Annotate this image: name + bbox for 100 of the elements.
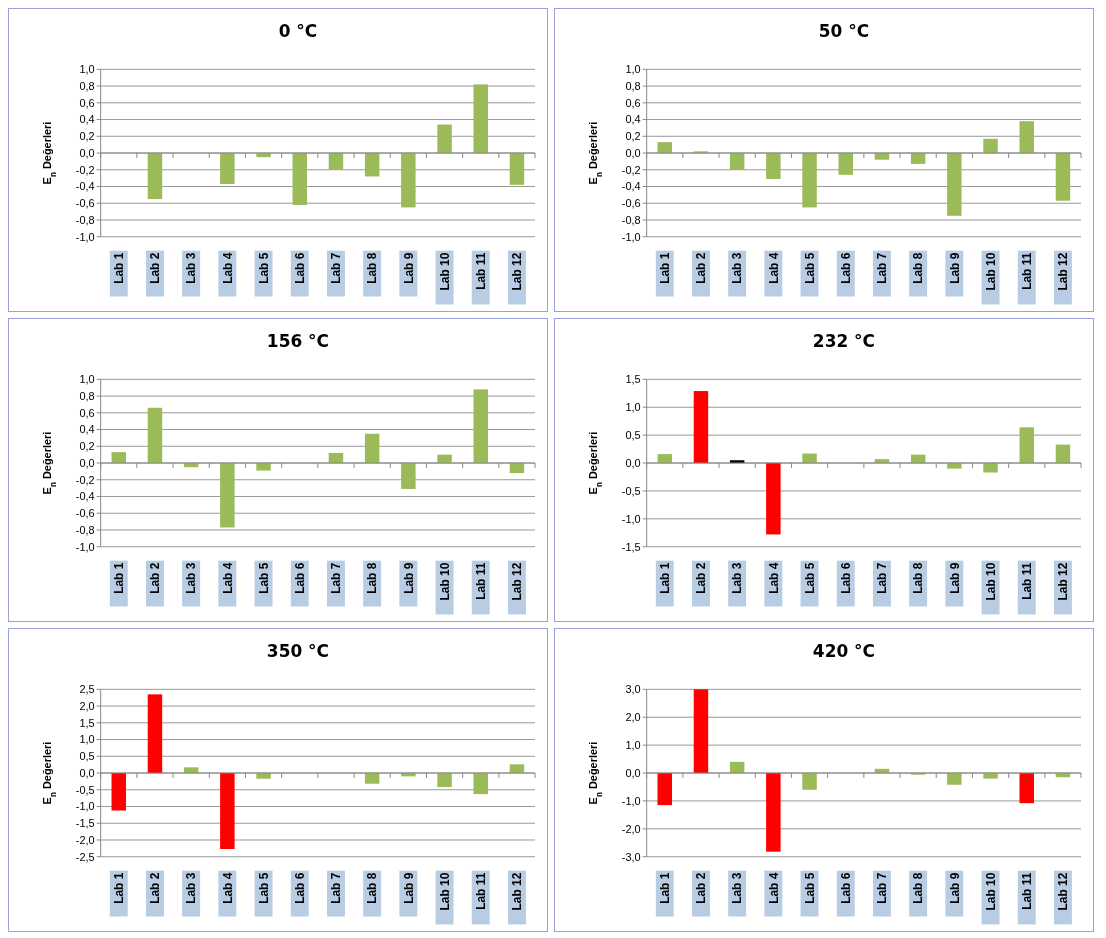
- x-tick-label: Lab 7: [329, 872, 344, 904]
- x-tick-label: Lab 9: [401, 872, 416, 904]
- y-tick-label: 0,2: [79, 130, 95, 143]
- y-tick-label: 0,5: [79, 750, 95, 763]
- y-tick-label: -0,2: [75, 163, 95, 176]
- x-tick-label: Lab 6: [838, 872, 853, 904]
- chart-title: 232 °C: [812, 331, 875, 352]
- x-tick-label: Lab 6: [838, 252, 853, 284]
- y-tick-label: 0,8: [625, 79, 641, 92]
- x-tick-label: Lab 4: [766, 872, 781, 904]
- y-tick-label: 2,0: [625, 711, 641, 724]
- x-tick-label: Lab 7: [329, 562, 344, 594]
- x-tick-label: Lab 11: [1019, 252, 1034, 290]
- x-tick-label: Lab 3: [184, 252, 199, 284]
- x-tick-label: Lab 9: [401, 562, 416, 594]
- x-tick-label: Lab 6: [292, 252, 307, 284]
- y-tick-label: -0,8: [75, 523, 95, 536]
- x-tick-label: Lab 9: [947, 562, 962, 594]
- y-tick-label: 1,0: [625, 738, 641, 751]
- x-tick-label: Lab 8: [911, 252, 926, 284]
- y-tick-label: -0,5: [621, 484, 641, 497]
- x-tick-label: Lab 5: [802, 562, 817, 594]
- chart-title: 50 °C: [818, 21, 870, 42]
- y-tick-label: -0,4: [75, 180, 95, 193]
- x-tick-label: Lab 2: [694, 562, 709, 594]
- y-tick-label: -1,0: [621, 794, 641, 807]
- chart-title: 420 °C: [812, 641, 875, 662]
- y-tick-label: -0,8: [75, 213, 95, 226]
- x-tick-label: Lab 2: [148, 252, 163, 284]
- y-tick-label: 1,5: [625, 373, 641, 386]
- y-tick-label: 0,2: [79, 440, 95, 453]
- y-tick-label: -1,0: [75, 800, 95, 813]
- y-tick-label: -0,4: [75, 490, 95, 503]
- x-tick-label: Lab 5: [802, 252, 817, 284]
- y-tick-label: -0,6: [75, 507, 95, 520]
- y-tick-label: 0,0: [625, 766, 641, 779]
- y-tick-label: 0,6: [625, 96, 641, 109]
- y-tick-label: 0,0: [79, 456, 95, 469]
- y-tick-label: 0,4: [625, 113, 641, 126]
- y-tick-label: -3,0: [621, 850, 641, 863]
- y-tick-label: -1,0: [75, 230, 95, 243]
- y-tick-label: 0,5: [625, 428, 641, 441]
- x-tick-label: Lab 4: [220, 562, 235, 594]
- y-tick-label: -0,2: [75, 473, 95, 486]
- x-tick-label: Lab 2: [694, 252, 709, 284]
- x-tick-label: Lab 11: [473, 252, 488, 290]
- x-tick-label: Lab 1: [111, 252, 126, 284]
- y-tick-label: -0,6: [621, 197, 641, 210]
- x-tick-label: Lab 12: [1056, 562, 1071, 601]
- x-tick-label: Lab 4: [766, 562, 781, 594]
- x-tick-label: Lab 2: [694, 872, 709, 904]
- x-tick-label: Lab 7: [875, 872, 890, 904]
- x-tick-label: Lab 3: [730, 252, 745, 284]
- y-tick-label: 3,0: [625, 683, 641, 696]
- x-tick-label: Lab 10: [983, 252, 998, 291]
- y-tick-label: 0,2: [625, 130, 641, 143]
- x-tick-label: Lab 12: [510, 252, 525, 291]
- x-tick-label: Lab 11: [473, 562, 488, 600]
- x-tick-label: Lab 5: [256, 562, 271, 594]
- x-tick-label: Lab 12: [510, 872, 525, 911]
- y-tick-label: -1,5: [621, 540, 641, 553]
- x-tick-label: Lab 1: [111, 872, 126, 904]
- y-tick-label: 2,5: [79, 683, 95, 696]
- x-tick-label: Lab 7: [875, 252, 890, 284]
- x-tick-label: Lab 8: [365, 562, 380, 594]
- y-tick-label: 0,0: [625, 456, 641, 469]
- y-tick-label: -1,0: [621, 230, 641, 243]
- x-tick-label: Lab 3: [184, 872, 199, 904]
- y-tick-label: -0,6: [75, 197, 95, 210]
- y-tick-label: 1,0: [79, 63, 95, 76]
- x-tick-label: Lab 2: [148, 872, 163, 904]
- x-tick-label: Lab 10: [437, 872, 452, 911]
- x-tick-label: Lab 5: [256, 872, 271, 904]
- x-tick-label: Lab 10: [437, 252, 452, 291]
- y-tick-label: 0,8: [79, 79, 95, 92]
- x-tick-label: Lab 9: [947, 252, 962, 284]
- x-tick-label: Lab 12: [510, 562, 525, 601]
- y-tick-label: 2,0: [79, 699, 95, 712]
- y-tick-label: -2,0: [621, 822, 641, 835]
- x-tick-label: Lab 8: [365, 872, 380, 904]
- x-tick-label: Lab 9: [947, 872, 962, 904]
- x-tick-label: Lab 1: [657, 872, 672, 904]
- x-tick-label: Lab 12: [1056, 872, 1071, 911]
- chart-title: 0 °C: [278, 21, 318, 42]
- x-tick-label: Lab 7: [875, 562, 890, 594]
- x-tick-label: Lab 6: [292, 872, 307, 904]
- x-tick-label: Lab 2: [148, 562, 163, 594]
- x-tick-label: Lab 9: [401, 252, 416, 284]
- y-tick-label: 0,0: [625, 146, 641, 159]
- y-tick-label: -0,2: [621, 163, 641, 176]
- y-tick-label: -0,5: [75, 783, 95, 796]
- x-tick-label: Lab 12: [1056, 252, 1071, 291]
- y-tick-label: 0,0: [79, 766, 95, 779]
- x-tick-label: Lab 3: [184, 562, 199, 594]
- x-tick-label: Lab 4: [766, 252, 781, 284]
- y-tick-label: -0,4: [621, 180, 641, 193]
- y-tick-label: 0,4: [79, 423, 95, 436]
- x-tick-label: Lab 6: [292, 562, 307, 594]
- chart-title: 156 °C: [266, 331, 329, 352]
- y-tick-label: 0,6: [79, 96, 95, 109]
